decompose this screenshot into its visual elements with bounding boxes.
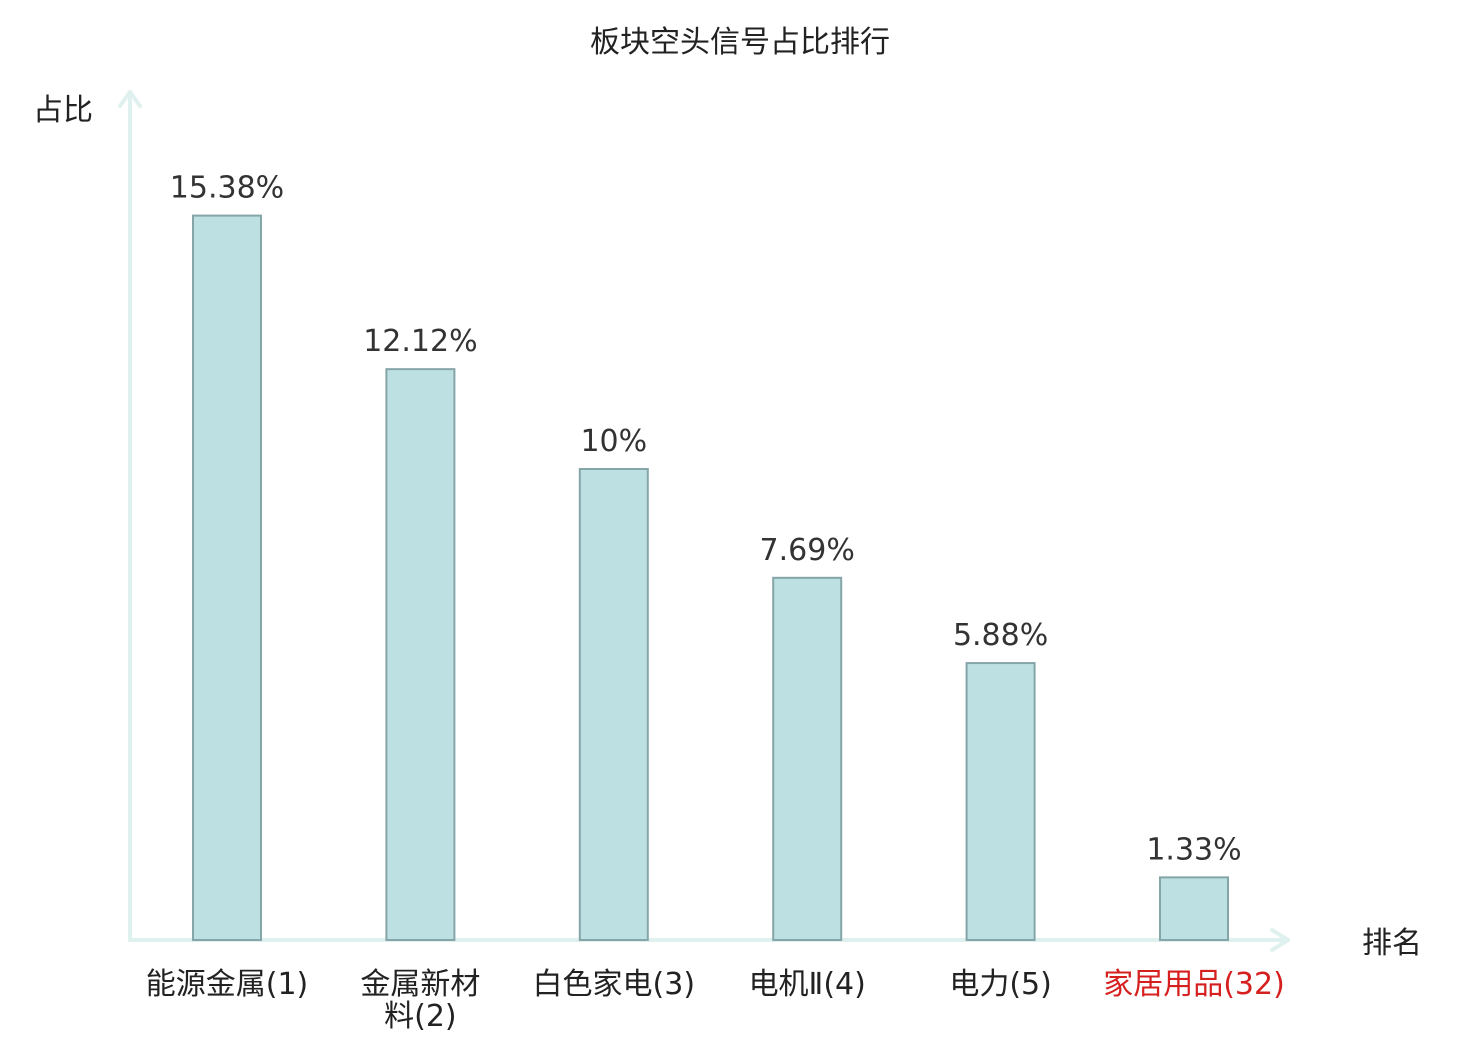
category-label-5: 电力(5): [949, 967, 1052, 1002]
x-axis-label: 排名: [1362, 926, 1422, 961]
category-label-2-line-2: 料(2): [384, 999, 457, 1034]
value-label-5: 5.88%: [953, 618, 1048, 653]
value-label-3: 10%: [580, 424, 647, 459]
y-axis-arrow-icon: [118, 90, 142, 108]
category-label-6: 家居用品(32): [1103, 967, 1285, 1002]
value-label-6: 1.33%: [1146, 832, 1241, 867]
bar-5: [965, 662, 1036, 941]
chart-title: 板块空头信号占比排行: [590, 25, 890, 60]
category-label-4: 电机Ⅱ(4): [749, 967, 866, 1002]
value-label-4: 7.69%: [760, 533, 855, 568]
y-axis-label: 占比: [33, 93, 93, 128]
category-label-3: 白色家电(3): [533, 967, 696, 1002]
x-axis-arrow-icon: [1270, 928, 1290, 952]
bar-3: [578, 468, 649, 941]
category-label-1: 能源金属(1): [146, 967, 309, 1002]
value-label-1: 15.38%: [170, 171, 284, 206]
category-label-2-line-1: 金属新材: [360, 967, 480, 1002]
bar-4: [772, 576, 843, 942]
value-label-2: 12.12%: [363, 324, 477, 359]
bar-2: [385, 368, 456, 941]
bar-6: [1159, 876, 1229, 941]
bar-1: [192, 214, 262, 942]
